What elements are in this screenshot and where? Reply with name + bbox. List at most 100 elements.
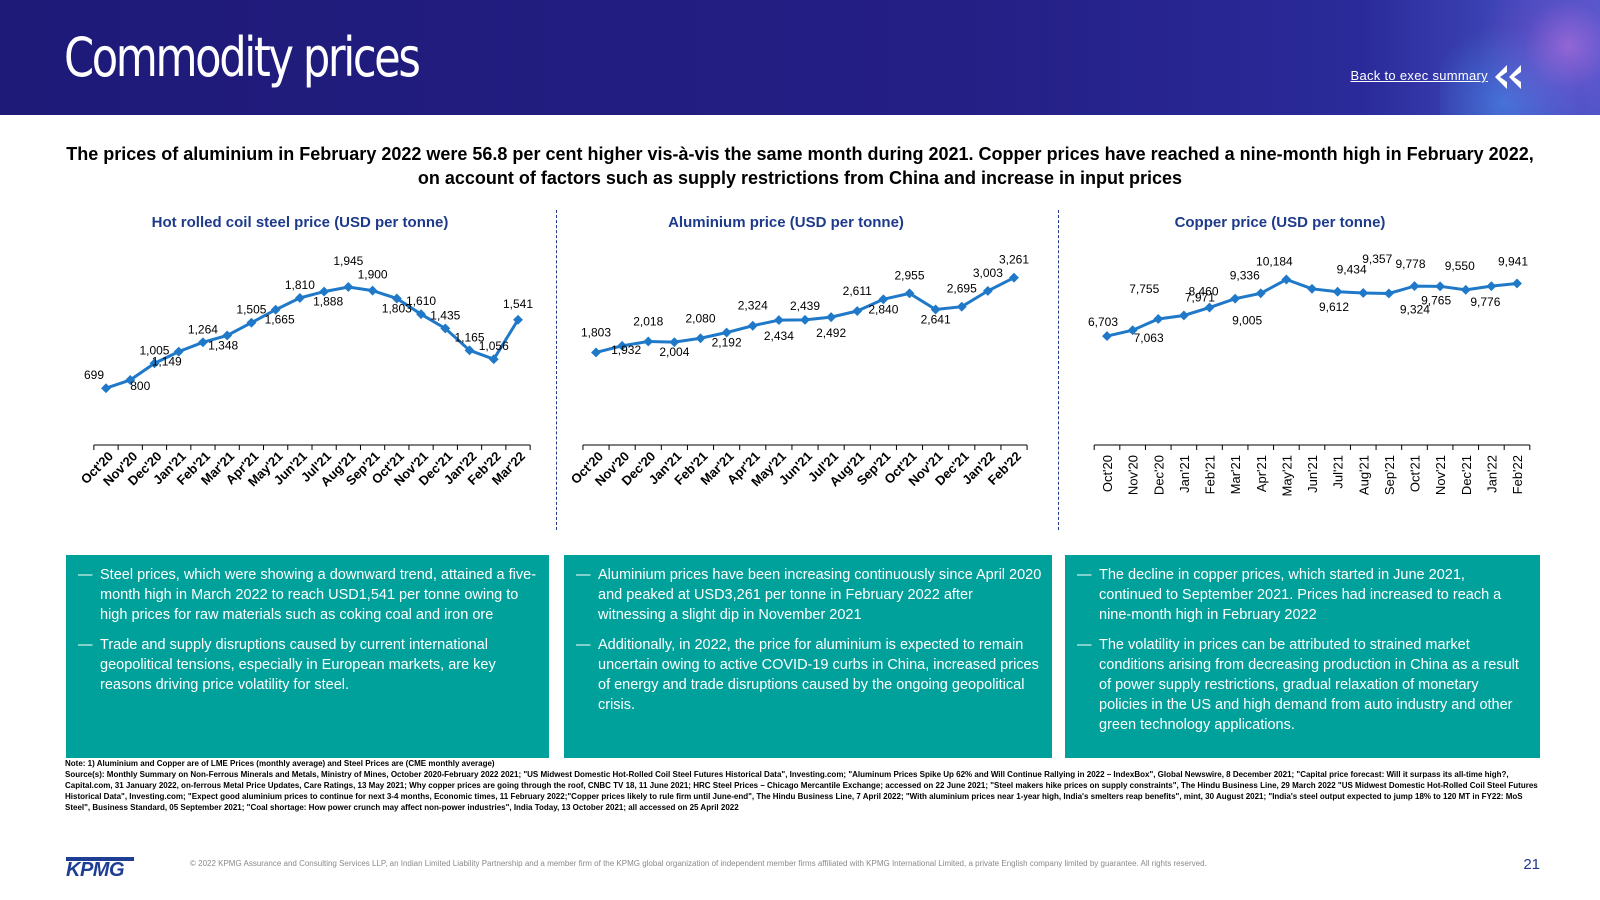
copper-tick-label: Jan'21 [1177, 455, 1192, 493]
aluminium-data-point [721, 327, 732, 338]
steel-commentary-box: Steel prices, which were showing a downw… [66, 555, 549, 758]
steel-data-label: 1,803 [382, 302, 412, 316]
copper-data-point [1102, 331, 1112, 342]
aluminium-data-point [747, 320, 758, 331]
copper-data-point [1255, 288, 1266, 299]
aluminium-data-point [930, 304, 941, 315]
steel-data-point [440, 323, 451, 334]
copper-data-point [1230, 293, 1241, 304]
copper-data-point [1409, 281, 1420, 292]
steel-data-point [367, 285, 378, 296]
copper-data-label: 9,550 [1445, 259, 1475, 273]
aluminium-data-point [800, 314, 810, 325]
copper-data-label: 7,063 [1134, 331, 1164, 345]
aluminium-bullet-1: Aluminium prices have been increasing co… [576, 565, 1042, 625]
aluminium-commentary-box: Aluminium prices have been increasing co… [564, 555, 1052, 758]
steel-data-point [149, 358, 160, 369]
copper-data-point [1460, 284, 1471, 295]
copper-tick-label: May'21 [1279, 455, 1294, 497]
steel-data-point [488, 354, 499, 365]
copper-data-label: 9,941 [1498, 254, 1528, 268]
copper-data-label: 9,765 [1421, 293, 1451, 307]
aluminium-data-point [695, 333, 706, 344]
steel-data-label: 1,665 [265, 313, 295, 327]
steel-data-label: 1,810 [285, 278, 315, 292]
aluminium-data-label: 1,932 [611, 343, 641, 357]
copper-data-label: 10,184 [1256, 255, 1293, 269]
copper-data-point [1281, 274, 1292, 285]
steel-data-label: 699 [84, 368, 104, 382]
aluminium-data-point [643, 336, 654, 347]
copper-data-point [1204, 302, 1215, 313]
copper-data-label: 9,778 [1395, 257, 1425, 271]
aluminium-data-label: 3,003 [973, 266, 1003, 280]
copper-data-label: 9,324 [1400, 302, 1430, 316]
aluminium-data-label: 2,955 [894, 268, 924, 282]
aluminium-data-point [956, 301, 967, 312]
aluminium-data-label: 2,840 [868, 302, 898, 316]
aluminium-data-point [617, 340, 628, 351]
aluminium-data-label: 2,439 [790, 299, 820, 313]
back-to-exec-summary-link[interactable]: Back to exec summary [1350, 68, 1488, 83]
steel-data-label: 1,056 [479, 339, 509, 353]
steel-bullet-1: Steel prices, which were showing a downw… [78, 565, 539, 625]
double-chevron-left-icon[interactable] [1494, 64, 1524, 90]
chart-divider-2 [1058, 210, 1059, 530]
copper-data-point [1486, 281, 1497, 292]
copper-tick-label: Nov'21 [1433, 455, 1448, 495]
steel-data-label: 1,505 [236, 303, 266, 317]
sources-text: Source(s): Monthly Summary on Non-Ferrou… [65, 770, 1538, 812]
steel-data-label: 1,165 [455, 330, 485, 344]
copper-data-label: 6,703 [1088, 315, 1118, 329]
copper-data-point [1383, 288, 1394, 299]
steel-data-point [391, 293, 402, 304]
steel-data-point [513, 314, 523, 325]
steel-data-label: 800 [130, 379, 150, 393]
steel-chart-title: Hot rolled coil steel price (USD per ton… [151, 214, 449, 231]
copper-data-point [1153, 314, 1164, 324]
aluminium-data-point [591, 347, 601, 358]
aluminium-data-point [852, 306, 863, 316]
copper-tick-label: Jun'21 [1305, 455, 1320, 493]
copper-tick-label: Aug'21 [1356, 455, 1371, 495]
copper-data-point [1332, 286, 1343, 297]
copper-tick-label: Nov'20 [1126, 455, 1141, 495]
aluminium-data-label: 2,611 [843, 284, 872, 298]
copyright-text: © 2022 KPMG Assurance and Consulting Ser… [190, 859, 1207, 868]
copper-bullet-2: The volatility in prices can be attribut… [1077, 635, 1530, 735]
header-decoration [1440, 0, 1600, 115]
steel-data-point [416, 309, 427, 320]
page-title: Commodity prices [64, 26, 421, 89]
steel-series-line [105, 285, 520, 390]
copper-tick-label: Sep'21 [1382, 455, 1397, 495]
aluminium-data-label: 2,641 [921, 312, 951, 326]
copper-data-point [1178, 310, 1189, 321]
aluminium-data-label: 3,261 [999, 253, 1029, 267]
aluminium-data-label: 2,192 [712, 336, 742, 350]
slide-subtitle: The prices of aluminium in February 2022… [66, 144, 1534, 188]
aluminium-data-label: 2,004 [659, 345, 689, 359]
steel-data-point [173, 346, 184, 357]
aluminium-bullet-2: Additionally, in 2022, the price for alu… [576, 635, 1042, 715]
copper-tick-label: Apr'21 [1254, 455, 1269, 492]
aluminium-data-label: 2,434 [764, 329, 794, 343]
aluminium-data-point [826, 312, 837, 323]
steel-data-label: 1,264 [188, 322, 218, 336]
copper-tick-label: Oct'20 [1100, 455, 1115, 492]
steel-data-point [197, 337, 208, 348]
copper-data-point [1435, 281, 1446, 292]
aluminium-data-label: 2,080 [685, 311, 715, 325]
copper-data-label: 9,357 [1362, 252, 1392, 266]
copper-tick-label: Mar'21 [1228, 455, 1243, 494]
header-banner: Commodity prices Back to exec summary [0, 0, 1600, 115]
steel-data-label: 1,945 [333, 254, 363, 268]
copper-data-label: 9,776 [1470, 295, 1500, 309]
steel-data-label: 1,888 [313, 295, 343, 309]
copper-tick-label: Oct'21 [1408, 455, 1423, 492]
copper-tick-label: Jan'22 [1484, 455, 1499, 493]
copper-data-label: 8,460 [1188, 285, 1218, 299]
steel-data-point [222, 330, 233, 341]
steel-data-point [319, 286, 330, 297]
copper-bullet-1: The decline in copper prices, which star… [1077, 565, 1530, 625]
